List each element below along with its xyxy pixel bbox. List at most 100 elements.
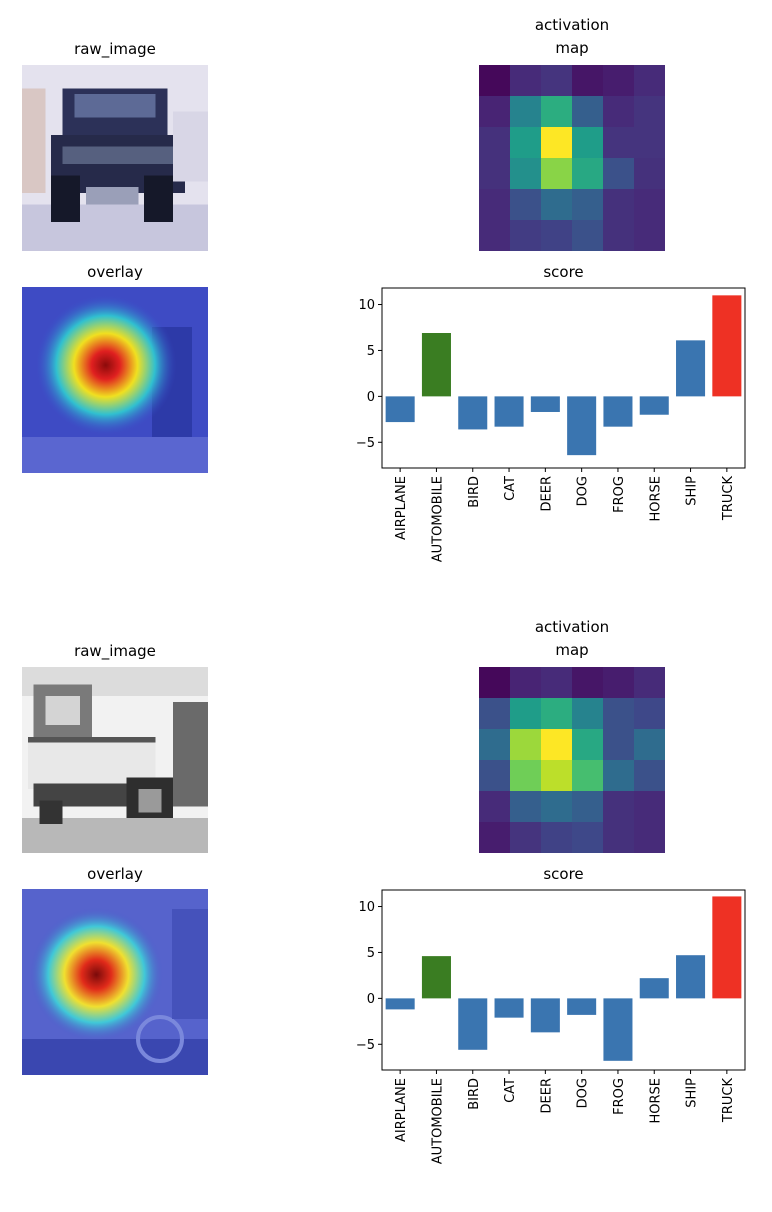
overlay-image <box>22 287 208 473</box>
heatmap-cell <box>603 760 635 792</box>
heatmap-cell <box>479 698 511 730</box>
heatmap-cell <box>541 729 573 761</box>
bar-horse <box>639 396 669 415</box>
activation-map <box>479 667 665 853</box>
heatmap-cell <box>634 791 665 823</box>
heatmap-cell <box>572 791 604 823</box>
activation-map-title-line2: map <box>555 39 589 57</box>
heatmap-cell <box>479 667 511 699</box>
x-tick-label: FROG <box>612 1078 627 1115</box>
heatmap-cell <box>541 65 573 97</box>
heatmap-cell <box>479 127 511 159</box>
heatmap-cell <box>510 791 542 823</box>
x-tick-label: DOG <box>576 476 591 506</box>
y-tick-label: 0 <box>367 390 375 405</box>
heatmap-cell <box>634 65 665 97</box>
bar-deer <box>530 998 560 1033</box>
plot-frame <box>381 889 746 1071</box>
x-tick-label: AIRPLANE <box>394 1078 409 1142</box>
heatmap-cell <box>572 667 604 699</box>
heatmap-cell <box>479 189 511 221</box>
raw-image-title: raw_image <box>74 40 156 58</box>
heatmap-cell <box>603 189 635 221</box>
x-tick-label: SHIP <box>685 476 700 506</box>
vintage-car-photo-icon <box>22 667 208 853</box>
heatmap-cell <box>634 158 665 190</box>
heatmap-cell <box>510 158 542 190</box>
bar-automobile <box>421 333 451 397</box>
bar-frog <box>603 396 633 427</box>
activation-map-title: activation map <box>479 616 665 662</box>
x-tick-label: DOG <box>576 1078 591 1108</box>
heatmap-cell <box>634 220 665 251</box>
bar-truck <box>712 295 742 397</box>
bar-bird <box>458 998 488 1050</box>
x-tick-label: AIRPLANE <box>394 476 409 540</box>
activation-map-title-line1: activation <box>534 618 610 636</box>
heatmap-cell <box>479 96 511 128</box>
bar-automobile <box>421 956 451 999</box>
x-tick-label: AUTOMOBILE <box>430 1078 445 1164</box>
y-tick-label: 5 <box>367 946 375 961</box>
bar-horse <box>639 978 669 999</box>
heatmap-cell <box>510 760 542 792</box>
heatmap-cell <box>479 158 511 190</box>
heatmap-cell <box>541 698 573 730</box>
y-tick-label: 10 <box>358 298 375 313</box>
heatmap-cell <box>510 667 542 699</box>
heatmap-cell <box>510 127 542 159</box>
raw-image <box>22 667 208 853</box>
heatmap-cell <box>603 729 635 761</box>
heatmap-cell <box>603 220 635 251</box>
heatmap-cell <box>572 760 604 792</box>
x-tick-label: CAT <box>503 1078 518 1103</box>
heatmap-cell <box>572 822 604 853</box>
raw-image-title: raw_image <box>74 642 156 660</box>
y-tick-label: −5 <box>356 436 375 451</box>
heatmap-cell <box>479 729 511 761</box>
heatmap-cell <box>603 667 635 699</box>
x-tick-label: BIRD <box>467 476 482 508</box>
heatmap-cell <box>541 667 573 699</box>
bar-dog <box>567 396 597 456</box>
heatmap-cell <box>510 96 542 128</box>
bar-cat <box>494 998 524 1018</box>
bar-truck <box>712 896 742 999</box>
heatmap-overlay-icon <box>22 287 208 473</box>
bar-airplane <box>385 998 415 1010</box>
heatmap-cell <box>541 220 573 251</box>
heatmap-cell <box>634 189 665 221</box>
score-chart: −5 0 5 10 AIRPLANE AUTOMOBILE BIRD CAT DEER DOG FR… <box>356 889 746 1164</box>
heatmap-overlay-icon <box>22 889 208 1075</box>
heatmap-cell <box>510 698 542 730</box>
activation-map-title-line1: activation <box>534 16 610 34</box>
raw-image <box>22 65 208 251</box>
heatmap-cell <box>541 96 573 128</box>
heatmap-cell <box>634 698 665 730</box>
heatmap-cell <box>634 760 665 792</box>
y-tick-label: 5 <box>367 344 375 359</box>
overlay-image <box>22 889 208 1075</box>
x-tick-label: BIRD <box>467 1078 482 1110</box>
bar-bird <box>458 396 488 430</box>
heatmap-cell <box>572 158 604 190</box>
heatmap-cell <box>572 220 604 251</box>
y-tick-label: 10 <box>358 900 375 915</box>
y-tick-label: 0 <box>367 992 375 1007</box>
score-title: score <box>543 263 584 281</box>
heatmap-cell <box>603 791 635 823</box>
heatmap-cell <box>510 65 542 97</box>
figure-2: raw_image activation map overlay <box>0 600 772 1200</box>
heatmap-cell <box>634 822 665 853</box>
heatmap-cell <box>479 220 511 251</box>
heatmap-cell <box>541 760 573 792</box>
bar-dog <box>567 998 597 1015</box>
heatmap-cell <box>479 791 511 823</box>
activation-map-title-line2: map <box>555 641 589 659</box>
bar-ship <box>676 955 706 999</box>
heatmap-cell <box>510 189 542 221</box>
plot-frame <box>381 287 746 469</box>
heatmap-cell <box>572 189 604 221</box>
heatmap-cell <box>479 822 511 853</box>
bar-deer <box>530 396 560 412</box>
